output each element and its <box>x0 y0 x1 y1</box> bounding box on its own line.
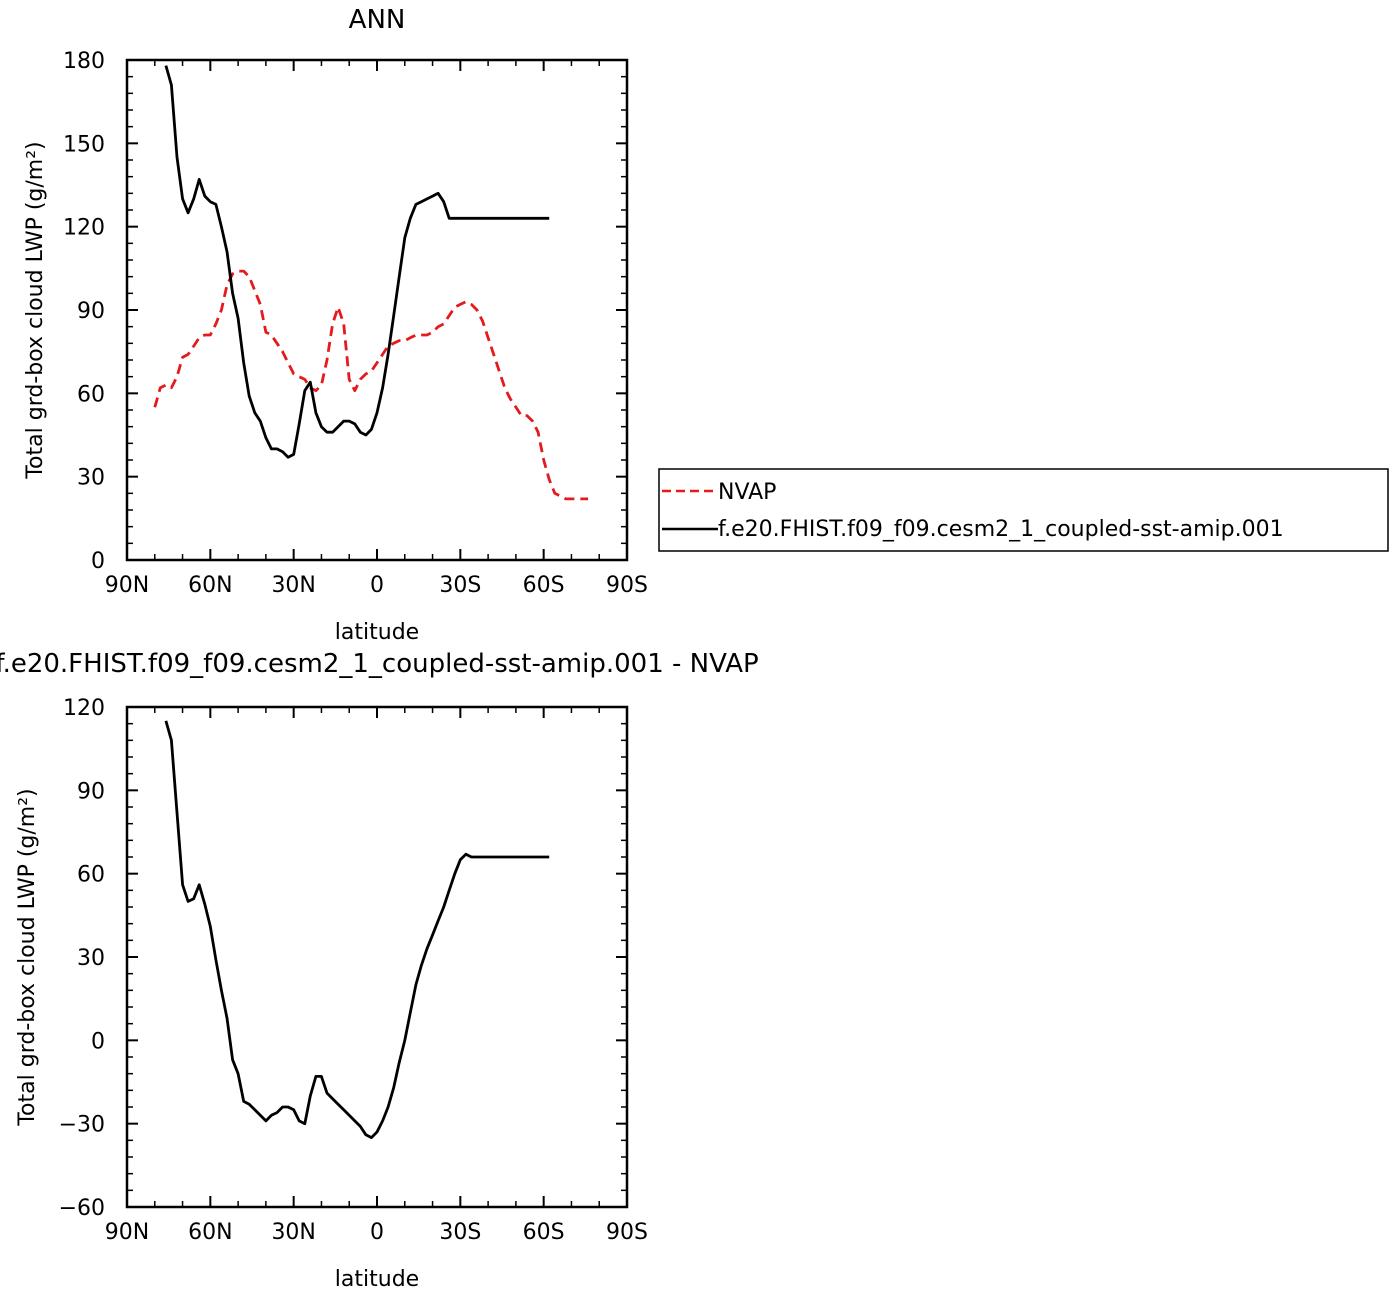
panel-bottom: f.e20.FHIST.f09_f09.cesm2_1_coupled-sst-… <box>0 649 759 1292</box>
x-axis-label: latitude <box>335 1267 419 1292</box>
y-tick-label: 180 <box>63 49 105 74</box>
x-tick-label: 30S <box>439 573 481 598</box>
series-line-0 <box>164 720 550 1139</box>
y-axis-label: Total grd-box cloud LWP (g/m²) <box>15 788 40 1126</box>
x-tick-label: 90S <box>606 573 648 598</box>
x-axis-label: latitude <box>335 620 419 645</box>
y-tick-label: 30 <box>77 946 105 971</box>
x-tick-label: 30S <box>439 1220 481 1245</box>
x-tick-label: 60S <box>523 573 565 598</box>
series-line-0 <box>153 269 589 501</box>
legend: NVAP f.e20.FHIST.f09_f09.cesm2_1_coupled… <box>658 468 1389 552</box>
chart-title: f.e20.FHIST.f09_f09.cesm2_1_coupled-sst-… <box>0 649 759 679</box>
y-tick-label: 90 <box>77 299 105 324</box>
x-tick-label: 60N <box>188 1220 232 1245</box>
y-tick-label: 90 <box>77 779 105 804</box>
x-tick-label: 90S <box>606 1220 648 1245</box>
x-tick-label: 60S <box>523 1220 565 1245</box>
x-tick-label: 90N <box>105 1220 149 1245</box>
y-axis-label: Total grd-box cloud LWP (g/m²) <box>23 141 48 479</box>
x-tick-label: 30N <box>271 1220 315 1245</box>
chart-title: ANN <box>349 5 406 35</box>
x-tick-label: 0 <box>370 573 384 598</box>
y-tick-label: 60 <box>77 863 105 888</box>
legend-box <box>658 468 1389 552</box>
y-tick-label: 60 <box>77 382 105 407</box>
y-tick-label: 120 <box>63 216 105 241</box>
y-tick-label: 120 <box>63 696 105 721</box>
y-tick-label: 0 <box>91 549 105 574</box>
x-tick-label: 0 <box>370 1220 384 1245</box>
plot-frame <box>125 58 629 562</box>
x-tick-label: 30N <box>271 573 315 598</box>
y-tick-label: 150 <box>63 132 105 157</box>
x-tick-label: 60N <box>188 573 232 598</box>
y-tick-label: −30 <box>59 1113 105 1138</box>
x-tick-label: 90N <box>105 573 149 598</box>
series-line-1 <box>164 65 550 459</box>
panel-top: ANN 90N 60N 30N 0 30S 60S 90S0306090120150180 … <box>23 5 1389 645</box>
legend-label-model: f.e20.FHIST.f09_f09.cesm2_1_coupled-sst-… <box>718 517 1284 542</box>
legend-label-nvap: NVAP <box>718 480 776 505</box>
y-tick-label: 30 <box>77 466 105 491</box>
y-tick-label: −60 <box>59 1196 105 1221</box>
y-tick-label: 0 <box>91 1029 105 1054</box>
